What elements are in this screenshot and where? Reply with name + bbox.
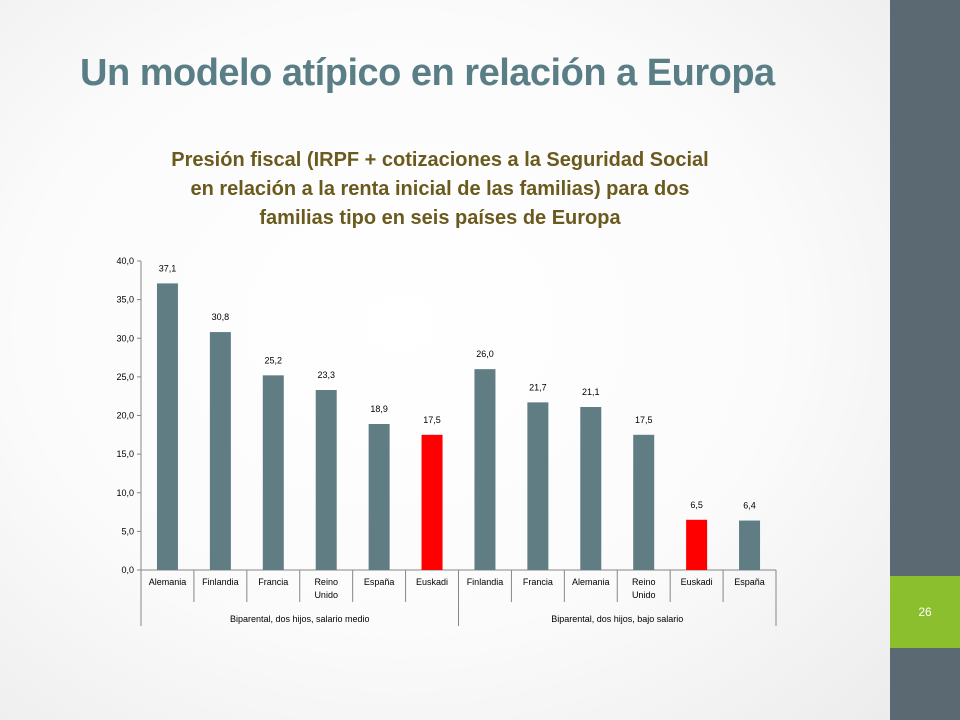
x-category-label: Alemania: [149, 577, 187, 587]
bar: [209, 332, 231, 570]
x-category-label: Reino: [632, 577, 656, 587]
data-label: 17,5: [635, 415, 653, 425]
slide-title: Un modelo atípico en relación a Europa: [80, 52, 775, 94]
data-label: 6,5: [690, 500, 703, 510]
slide-background: [0, 0, 890, 720]
bar: [633, 434, 655, 570]
data-label: 6,4: [743, 501, 756, 511]
y-tick-label: 10,0: [116, 488, 134, 498]
data-label: 23,3: [317, 370, 335, 380]
data-label: 26,0: [476, 349, 494, 359]
x-category-label: España: [364, 577, 395, 587]
chart-title-line: Presión fiscal (IRPF + cotizaciones a la…: [171, 149, 709, 171]
data-label: 25,2: [265, 355, 283, 365]
data-label: 37,1: [159, 263, 177, 273]
page-number: 26: [918, 605, 932, 619]
x-category-label: Francia: [523, 577, 553, 587]
data-label: 30,8: [212, 312, 230, 322]
x-category-label: Unido: [314, 590, 338, 600]
x-category-label: Francia: [258, 577, 288, 587]
x-category-label: Finlandia: [202, 577, 239, 587]
bar: [262, 375, 284, 570]
data-label: 21,7: [529, 382, 547, 392]
x-category-label: Finlandia: [467, 577, 504, 587]
x-category-label: Euskadi: [681, 577, 713, 587]
x-group-label: Biparental, dos hijos, salario medio: [230, 614, 370, 624]
bar: [156, 283, 178, 570]
data-label: 21,1: [582, 387, 600, 397]
bar: [580, 407, 602, 570]
data-label: 18,9: [370, 404, 388, 414]
x-group-label: Biparental, dos hijos, bajo salario: [551, 614, 683, 624]
x-category-label: Euskadi: [416, 577, 448, 587]
x-category-label: Unido: [632, 590, 656, 600]
y-tick-label: 35,0: [116, 295, 134, 305]
bar: [368, 423, 390, 570]
bar: [474, 369, 496, 570]
bar: [739, 520, 761, 570]
bar: [527, 402, 549, 570]
y-tick-label: 15,0: [116, 449, 134, 459]
x-category-label: España: [734, 577, 765, 587]
y-tick-label: 40,0: [116, 256, 134, 266]
y-tick-label: 30,0: [116, 333, 134, 343]
x-category-label: Reino: [314, 577, 338, 587]
chart-title-line: en relación a la renta inicial de las fa…: [190, 178, 690, 200]
page-number-badge: 26: [890, 576, 960, 648]
y-tick-label: 0,0: [121, 565, 134, 575]
bar-chart: 0,0 5,0 10,0 15,0 20,0 25,0 30,0 35,0 40,0 37,1 Al…: [116, 256, 777, 626]
chart-title-line: familias tipo en seis países de Europa: [259, 207, 621, 229]
y-tick-label: 5,0: [121, 526, 134, 536]
bar-highlight: [421, 434, 443, 570]
data-label: 17,5: [423, 415, 441, 425]
bar: [315, 390, 337, 570]
x-category-label: Alemania: [572, 577, 610, 587]
y-tick-label: 25,0: [116, 372, 134, 382]
bar-highlight: [686, 519, 708, 570]
y-tick-label: 20,0: [116, 411, 134, 421]
chart-title: Presión fiscal (IRPF + cotizaciones a la…: [100, 146, 780, 233]
